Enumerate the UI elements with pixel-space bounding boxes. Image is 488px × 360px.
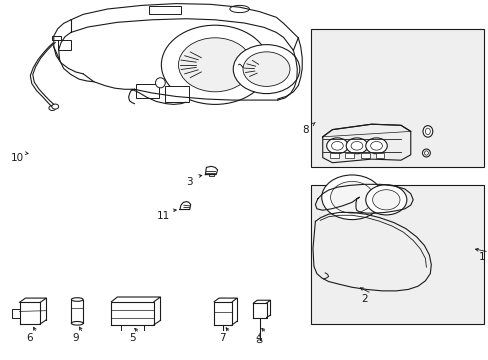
Circle shape: [321, 175, 382, 220]
Bar: [375, 153, 384, 158]
Text: 5: 5: [128, 333, 135, 343]
Bar: [360, 153, 369, 158]
Text: 10: 10: [11, 153, 23, 163]
Circle shape: [178, 38, 251, 92]
Circle shape: [233, 45, 299, 94]
Ellipse shape: [155, 78, 165, 88]
Text: 7: 7: [219, 333, 225, 343]
Text: 1: 1: [477, 252, 484, 262]
Bar: [149, 6, 181, 14]
Ellipse shape: [71, 298, 83, 301]
Circle shape: [52, 104, 59, 109]
Text: 9: 9: [72, 333, 79, 343]
Circle shape: [243, 52, 289, 86]
Circle shape: [326, 138, 347, 154]
Bar: [310, 29, 483, 167]
Circle shape: [372, 190, 399, 210]
Circle shape: [350, 141, 362, 150]
Text: 6: 6: [26, 333, 33, 343]
Ellipse shape: [422, 126, 432, 137]
Text: 4: 4: [255, 333, 262, 343]
Bar: [136, 84, 159, 98]
Bar: [58, 40, 71, 50]
Text: 11: 11: [157, 211, 170, 221]
Bar: [208, 174, 213, 176]
Ellipse shape: [229, 5, 249, 13]
Bar: [344, 153, 353, 158]
Bar: [310, 185, 483, 324]
Text: 8: 8: [302, 125, 308, 135]
Text: 3: 3: [186, 177, 193, 187]
Bar: [12, 309, 20, 318]
Circle shape: [331, 141, 343, 150]
Ellipse shape: [71, 321, 83, 325]
Bar: [52, 36, 61, 40]
Ellipse shape: [422, 149, 429, 157]
Ellipse shape: [424, 151, 427, 155]
Circle shape: [161, 25, 268, 104]
Ellipse shape: [257, 340, 262, 343]
Text: 2: 2: [360, 294, 367, 304]
Bar: [165, 86, 188, 102]
Circle shape: [365, 185, 406, 215]
Circle shape: [365, 138, 386, 154]
Circle shape: [346, 138, 367, 154]
Circle shape: [49, 105, 56, 111]
Bar: [329, 153, 338, 158]
Circle shape: [370, 141, 382, 150]
Circle shape: [330, 181, 373, 213]
Ellipse shape: [425, 128, 429, 135]
